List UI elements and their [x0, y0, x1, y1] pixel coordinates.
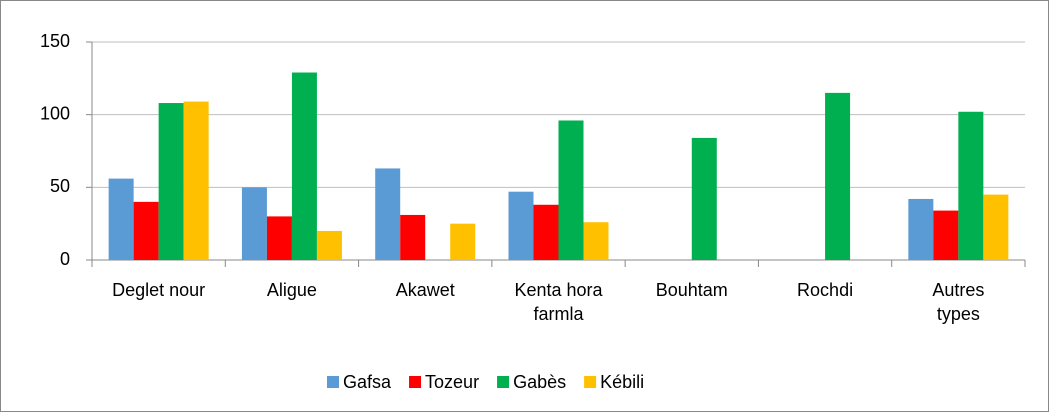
legend-swatch — [584, 376, 597, 388]
bar — [375, 168, 401, 260]
bar — [583, 222, 609, 260]
bar — [241, 187, 267, 260]
bar — [825, 92, 851, 260]
legend-label: Tozeur — [425, 372, 479, 392]
bar — [183, 101, 209, 260]
y-tick-label: 0 — [60, 249, 70, 269]
bar — [291, 72, 317, 261]
bar — [958, 111, 984, 260]
legend-swatch — [409, 376, 422, 388]
y-tick-label: 100 — [40, 103, 70, 123]
legend-label: Gafsa — [343, 372, 392, 392]
x-tick-label: Akawet — [395, 280, 455, 300]
bar — [316, 230, 342, 260]
bar — [558, 120, 584, 260]
bar — [450, 223, 476, 260]
bar — [691, 137, 717, 260]
bar — [266, 216, 292, 260]
x-tick-label: Aligue — [266, 280, 317, 300]
bar — [908, 198, 934, 260]
y-tick-label: 150 — [40, 31, 70, 51]
x-tick-label: Kenta hora farmla — [514, 280, 603, 324]
bar — [158, 103, 184, 260]
x-tick-label: Autres types — [932, 280, 985, 324]
bar — [933, 210, 959, 260]
bar — [508, 191, 534, 260]
bar — [108, 178, 134, 260]
legend-swatch — [497, 376, 510, 388]
legend-label: Kébili — [600, 372, 644, 392]
legend-label: Gabès — [513, 372, 566, 392]
bar — [400, 214, 426, 260]
x-tick-label: Bouhtam — [655, 280, 728, 300]
y-tick-label: 50 — [50, 176, 70, 196]
bar — [133, 201, 159, 260]
bar — [533, 204, 559, 260]
x-tick-label: Deglet nour — [112, 280, 206, 300]
x-tick-label: Rochdi — [797, 280, 854, 300]
bar — [983, 194, 1009, 260]
legend-swatch — [327, 376, 339, 388]
